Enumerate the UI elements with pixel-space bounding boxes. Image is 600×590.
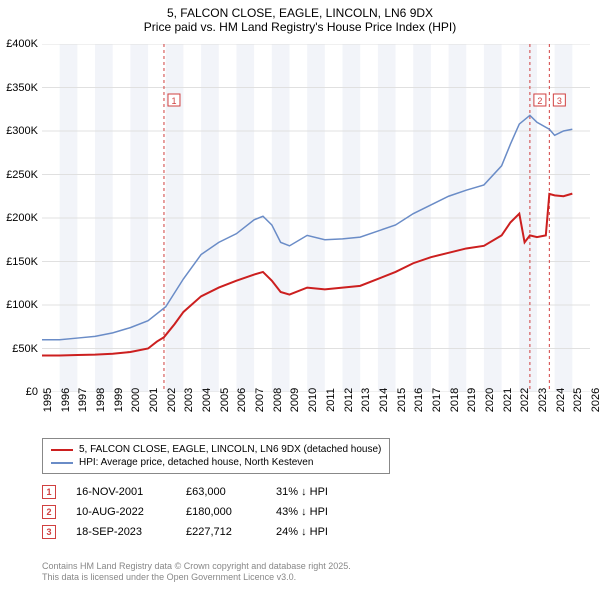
x-tick-label: 2021 [502,388,514,412]
x-tick-label: 2022 [519,388,531,412]
x-tick-label: 2018 [449,388,461,412]
transaction-row: 1 16-NOV-2001 £63,000 31% ↓ HPI [42,482,366,502]
y-tick-label: £350K [6,82,38,94]
transaction-date: 16-NOV-2001 [76,486,166,498]
y-tick-label: £300K [6,125,38,137]
x-tick-label: 2026 [590,388,600,412]
transaction-pct: 24% ↓ HPI [276,526,366,538]
x-tick-label: 1998 [95,388,107,412]
transaction-price: £180,000 [186,506,256,518]
y-tick-label: £250K [6,169,38,181]
x-tick-label: 2024 [555,388,567,412]
x-tick-label: 2011 [325,388,337,412]
x-tick-label: 1996 [60,388,72,412]
chart-title-line2: Price paid vs. HM Land Registry's House … [0,20,600,38]
x-axis: 1995199619971998199920002001200220032004… [42,396,590,436]
legend-label: 5, FALCON CLOSE, EAGLE, LINCOLN, LN6 9DX… [79,444,381,455]
x-tick-label: 2005 [219,388,231,412]
x-tick-label: 2008 [272,388,284,412]
transaction-marker: 1 [42,485,56,499]
transaction-row: 3 18-SEP-2023 £227,712 24% ↓ HPI [42,522,366,542]
y-tick-label: £50K [12,343,38,355]
x-tick-label: 2015 [396,388,408,412]
transaction-price: £63,000 [186,486,256,498]
x-tick-label: 2014 [378,388,390,412]
transaction-date: 18-SEP-2023 [76,526,166,538]
footer-line1: Contains HM Land Registry data © Crown c… [42,561,351,573]
x-tick-label: 1995 [42,388,54,412]
svg-text:1: 1 [171,96,176,106]
x-tick-label: 2019 [466,388,478,412]
svg-text:2: 2 [537,96,542,106]
x-tick-label: 2010 [307,388,319,412]
x-tick-label: 2025 [572,388,584,412]
legend-swatch [51,462,73,464]
x-tick-label: 2006 [236,388,248,412]
x-tick-label: 2003 [183,388,195,412]
legend-item: 5, FALCON CLOSE, EAGLE, LINCOLN, LN6 9DX… [51,443,381,456]
x-tick-label: 2016 [413,388,425,412]
x-tick-label: 1997 [77,388,89,412]
transaction-date: 10-AUG-2022 [76,506,166,518]
footer-line2: This data is licensed under the Open Gov… [42,572,351,584]
x-tick-label: 2000 [130,388,142,412]
x-tick-label: 2020 [484,388,496,412]
x-tick-label: 1999 [113,388,125,412]
y-tick-label: £0 [26,386,38,398]
attribution-footer: Contains HM Land Registry data © Crown c… [42,561,351,584]
transactions-table: 1 16-NOV-2001 £63,000 31% ↓ HPI 2 10-AUG-2022… [42,482,366,542]
chart-svg: 1 2 3 [42,44,590,392]
y-tick-label: £400K [6,38,38,50]
x-tick-label: 2001 [148,388,160,412]
transaction-row: 2 10-AUG-2022 £180,000 43% ↓ HPI [42,502,366,522]
y-tick-label: £100K [6,299,38,311]
transaction-marker: 2 [42,505,56,519]
x-tick-label: 2007 [254,388,266,412]
y-axis: £0£50K£100K£150K£200K£250K£300K£350K£400… [0,44,40,392]
svg-text:3: 3 [557,96,562,106]
transaction-pct: 43% ↓ HPI [276,506,366,518]
chart-title-line1: 5, FALCON CLOSE, EAGLE, LINCOLN, LN6 9DX [0,0,600,20]
x-tick-label: 2002 [166,388,178,412]
x-tick-label: 2004 [201,388,213,412]
y-tick-label: £150K [6,256,38,268]
transaction-pct: 31% ↓ HPI [276,486,366,498]
x-tick-label: 2013 [360,388,372,412]
x-tick-label: 2017 [431,388,443,412]
chart-legend: 5, FALCON CLOSE, EAGLE, LINCOLN, LN6 9DX… [42,438,390,474]
legend-swatch [51,449,73,451]
legend-label: HPI: Average price, detached house, Nort… [79,457,313,468]
x-tick-label: 2012 [343,388,355,412]
legend-item: HPI: Average price, detached house, Nort… [51,456,381,469]
x-tick-label: 2009 [289,388,301,412]
transaction-price: £227,712 [186,526,256,538]
x-tick-label: 2023 [537,388,549,412]
transaction-marker: 3 [42,525,56,539]
chart-plot-area: 1 2 3 [42,44,590,392]
y-tick-label: £200K [6,212,38,224]
